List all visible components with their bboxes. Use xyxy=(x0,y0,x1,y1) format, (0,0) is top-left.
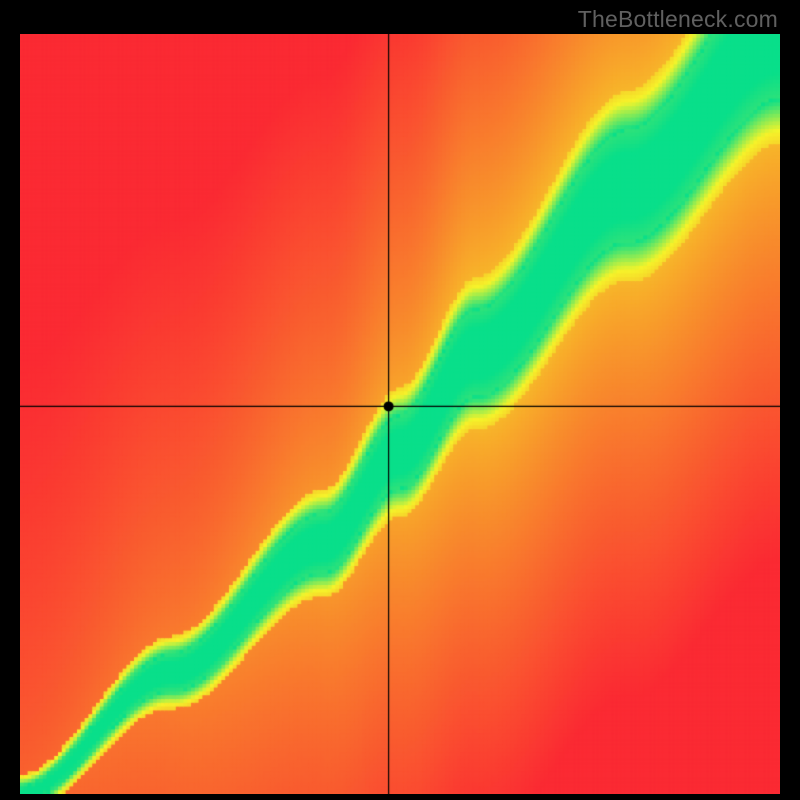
watermark-text: TheBottleneck.com xyxy=(578,6,778,33)
bottleneck-heatmap xyxy=(20,34,780,794)
chart-container: TheBottleneck.com xyxy=(0,0,800,800)
